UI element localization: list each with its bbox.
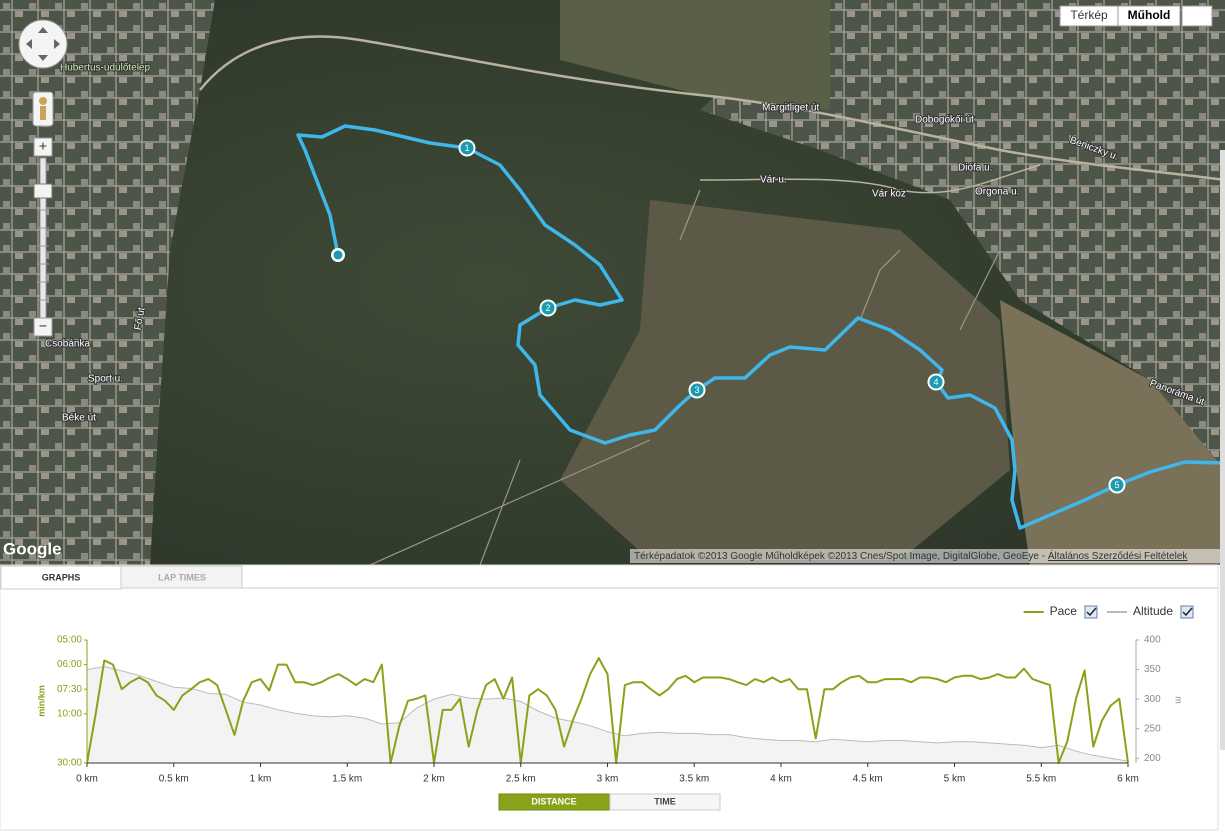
pegman-body: [40, 106, 46, 120]
y-tick-label: 06:00: [57, 659, 82, 670]
place-label: Fő út: [133, 306, 148, 331]
place-label: Dobogókői út: [915, 115, 974, 126]
y-tick-label: 05:00: [57, 635, 82, 646]
scrollbar: [1220, 150, 1225, 750]
tab-label: LAP TIMES: [158, 572, 206, 582]
route: [296, 124, 1225, 530]
place-label: Margitliget út: [762, 103, 819, 114]
x-tick-label: 3.5 km: [679, 774, 709, 785]
x-tick-label: 4 km: [770, 774, 792, 785]
pan-control[interactable]: [18, 19, 68, 69]
zoom-out-label: −: [39, 318, 47, 334]
x-tick-label: 5.5 km: [1026, 774, 1056, 785]
legend-check: [1086, 607, 1097, 617]
y-tick-label: 30:00: [57, 758, 82, 769]
y-tick-label: 07:30: [57, 684, 82, 695]
terms-link[interactable]: Általános Szerződési Feltételek: [1048, 549, 1189, 562]
zoom-in-button[interactable]: [33, 137, 53, 157]
legend-check: [1182, 607, 1193, 617]
x-tick-label: 1.5 km: [332, 774, 362, 785]
route-marker-label: 4: [933, 377, 938, 387]
x-tick-label: 0.5 km: [159, 774, 189, 785]
pegman-head: [39, 97, 47, 105]
zoom-thumb[interactable]: [33, 183, 53, 199]
x-tick-label: 4.5 km: [853, 774, 883, 785]
route-marker[interactable]: [688, 381, 706, 399]
y-tick-label: 10:00: [57, 708, 82, 719]
map-type-dropdown[interactable]: [1181, 5, 1213, 27]
toggle-label: DISTANCE: [531, 796, 576, 806]
y2-tick-label: 300: [1144, 694, 1161, 705]
route-marker[interactable]: [458, 139, 476, 157]
route-marker-label: 2: [545, 303, 550, 313]
y-axis-label: min/km: [36, 685, 46, 717]
y2-tick-label: 400: [1144, 635, 1161, 646]
y2-tick-label: 350: [1144, 664, 1161, 675]
map-type-label: Műhold: [1128, 8, 1171, 22]
x-tick-label: 2.5 km: [506, 774, 536, 785]
place-label: Hubertus-üdülőtelep: [60, 63, 150, 74]
google-logo: Google: [3, 539, 62, 558]
route-marker[interactable]: [927, 373, 945, 391]
place-label: Béke út: [62, 413, 96, 424]
y2-axis-label: m: [1174, 696, 1184, 704]
place-label: Diófa u.: [958, 163, 992, 174]
zoom-in-label: +: [39, 138, 47, 154]
altitude-line: [86, 666, 1129, 762]
place-label: Orgona u.: [975, 187, 1019, 198]
road: [199, 35, 1225, 182]
map-type-label: Térkép: [1070, 8, 1108, 22]
legend-label: Pace: [1050, 604, 1078, 618]
path: [369, 189, 1001, 566]
x-tick-label: 6 km: [1117, 774, 1139, 785]
meadow: [560, 200, 1010, 560]
road: [699, 164, 1041, 194]
legend-checkbox[interactable]: [1180, 605, 1194, 619]
town-area: [700, 0, 1225, 470]
meadow: [1000, 300, 1225, 565]
x-tick-label: 3 km: [597, 774, 619, 785]
attribution: Térképadatok ©2013 Google Műholdképek ©2…: [634, 549, 1188, 562]
map[interactable]: 1 2 3 4 5 Hubertus-üdülőtelep Csobánka Margi…: [0, 0, 1225, 566]
x-tick-label: 0 km: [76, 774, 98, 785]
pace-line: [86, 657, 1129, 764]
route-marker-label: 5: [1114, 480, 1119, 490]
chart: 0 km 0.5 km 1 km 1.5 km 2 km 2.5 km 3 km 3.5 km…: [57, 604, 1194, 785]
route-marker[interactable]: [539, 299, 557, 317]
route-marker[interactable]: [1108, 476, 1126, 494]
toggle-label: TIME: [654, 796, 676, 806]
x-tick-label: 2 km: [423, 774, 445, 785]
town-area: [0, 0, 215, 565]
place-label: Csobánka: [45, 339, 90, 350]
map-type-button-selected[interactable]: [1117, 5, 1181, 27]
x-tick-label: 1 km: [250, 774, 272, 785]
attribution-bar: [630, 549, 1225, 563]
place-label: Vár köz: [872, 189, 906, 200]
y2-tick-label: 250: [1144, 723, 1161, 734]
zoom-slider[interactable]: [39, 157, 47, 319]
pan-control[interactable]: [18, 19, 68, 69]
start-marker-dot: [333, 250, 343, 260]
tab[interactable]: [120, 565, 243, 589]
route-marker-label: 3: [694, 385, 699, 395]
toggle[interactable]: [609, 793, 721, 811]
y2-tick-label: 200: [1144, 753, 1161, 764]
zoom-out-button[interactable]: [33, 317, 53, 337]
altitude-area: [87, 666, 1128, 763]
legend-checkbox[interactable]: [1084, 605, 1098, 619]
field: [560, 0, 830, 110]
place-label: Sport u.: [88, 374, 123, 385]
tab-label: GRAPHS: [42, 572, 81, 582]
legend-label: Altitude: [1133, 604, 1173, 618]
place-label: Vár u.: [760, 175, 787, 186]
x-tick-label: 5 km: [944, 774, 966, 785]
route-marker-label: 1: [464, 143, 469, 153]
